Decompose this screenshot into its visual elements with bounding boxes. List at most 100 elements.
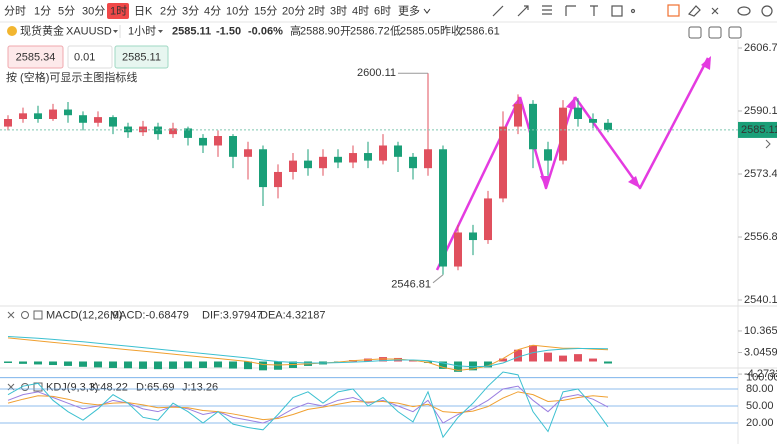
kdj-line	[7, 371, 609, 439]
header-high-label: 高	[290, 23, 301, 37]
low-annotation: 2546.81	[391, 279, 431, 291]
tool-rect[interactable]	[611, 5, 623, 17]
arrowhead	[628, 176, 640, 188]
period-button[interactable]: 2分	[160, 4, 177, 17]
buy-box[interactable]	[114, 45, 169, 69]
period-button[interactable]: 30分	[82, 4, 105, 17]
sell-price: 2585.34	[16, 51, 56, 63]
period-button[interactable]: 15分	[254, 4, 277, 17]
tool-delete[interactable]	[711, 7, 719, 15]
candle-body	[274, 171, 282, 188]
period-selected[interactable]	[107, 3, 129, 19]
period-button[interactable]: 20分	[282, 4, 305, 17]
candle-body	[529, 103, 537, 150]
low-leader	[432, 274, 444, 284]
chart-tools[interactable]	[688, 26, 771, 149]
indicator-value: MACD:-0.68479	[110, 309, 189, 321]
candle-body	[349, 153, 357, 163]
period-button[interactable]: 3时	[330, 4, 347, 17]
period-button[interactable]: 3分	[182, 4, 199, 17]
chart-tool[interactable]	[708, 26, 722, 39]
y-tick-label: 10.36518	[744, 325, 777, 337]
period-button[interactable]: 5分	[58, 4, 75, 17]
tool-fib[interactable]	[565, 5, 576, 16]
period-button[interactable]: 1分	[34, 4, 51, 17]
buy-price: 2585.11	[122, 51, 161, 63]
y-tick-label: 20.00	[746, 417, 774, 429]
indicator-value: K:48.22	[90, 381, 128, 393]
period-button[interactable]: 日K	[134, 5, 153, 17]
candle-body	[49, 109, 57, 120]
y-tick-label: 2590.12	[744, 105, 777, 117]
expand-icon[interactable]	[33, 310, 43, 320]
macd-bar	[19, 361, 27, 364]
candle-body	[514, 103, 522, 127]
period-button[interactable]: 10分	[226, 4, 249, 17]
period-button[interactable]: 分时	[4, 4, 26, 17]
macd-bar	[139, 361, 147, 369]
qty-box[interactable]	[67, 45, 113, 69]
candle-body	[439, 149, 447, 267]
drawing-tools[interactable]	[492, 4, 773, 17]
candle-body	[304, 160, 312, 169]
macd-bar	[499, 358, 507, 362]
candle-body	[139, 126, 147, 133]
y-tick-label: 80.00	[746, 383, 774, 395]
candle-body	[499, 126, 507, 199]
macd-bar	[124, 361, 132, 369]
period-button[interactable]: 4分	[204, 4, 221, 17]
header-change: -1.50	[216, 25, 241, 37]
tool-line[interactable]	[492, 5, 504, 17]
tool-eraser[interactable]	[687, 5, 701, 17]
y-tick-label: 2606.77	[744, 42, 777, 54]
period-button[interactable]: 6时	[374, 4, 391, 17]
tool-parallel[interactable]	[542, 5, 552, 15]
header-prev-label: 昨收	[440, 23, 462, 37]
period-button[interactable]: 1时	[110, 4, 127, 17]
candle-body	[184, 128, 192, 138]
candle-body	[319, 156, 327, 169]
tool-more[interactable]	[630, 8, 636, 14]
sell-box[interactable]	[7, 45, 64, 69]
tool-edit[interactable]	[667, 4, 680, 17]
indicator-value: D:65.69	[136, 381, 175, 393]
candle-body	[394, 145, 402, 157]
indicator-title: KDJ(9,3,3)	[46, 381, 99, 393]
tool-text[interactable]	[590, 5, 598, 16]
period-button[interactable]: 2时	[308, 4, 325, 17]
header-high: 2588.90	[300, 25, 340, 37]
y-tick-label: 2540.15	[744, 294, 777, 306]
candle-body	[574, 107, 582, 120]
tool-eye[interactable]	[737, 6, 751, 16]
macd-bar	[214, 361, 222, 368]
tool-settings[interactable]	[761, 5, 773, 17]
chart-tool[interactable]	[688, 26, 702, 39]
collapse-arrow[interactable]	[765, 139, 771, 149]
macd-bar	[514, 349, 522, 362]
kdj-line	[7, 391, 609, 421]
period-button[interactable]: 更多	[398, 3, 420, 17]
candle-body	[214, 136, 222, 146]
candle-body	[409, 156, 417, 169]
header-interval: 1小时	[128, 24, 156, 37]
candle-body	[589, 119, 597, 123]
high-annotation: 2600.11	[357, 67, 396, 79]
candle-body	[64, 109, 72, 116]
macd-bar	[559, 355, 567, 362]
close-icon[interactable]	[7, 311, 15, 319]
macd-bar	[469, 361, 477, 371]
settings-icon[interactable]	[21, 311, 29, 319]
macd-bar	[64, 361, 72, 366]
header-low: 2585.05	[400, 25, 440, 37]
y-tick-label: 100.00	[746, 372, 777, 384]
candle-body	[484, 198, 492, 241]
y-tick-label: 3.04595	[744, 346, 777, 358]
kdj-line	[7, 385, 609, 424]
tool-ray[interactable]	[517, 5, 529, 17]
period-button[interactable]: 4时	[352, 4, 369, 17]
y-tick-label: 2556.80	[744, 231, 777, 243]
indicator-value: DEA:4.32187	[260, 309, 325, 321]
candle-body	[19, 113, 27, 120]
chart-tool[interactable]	[728, 26, 742, 39]
